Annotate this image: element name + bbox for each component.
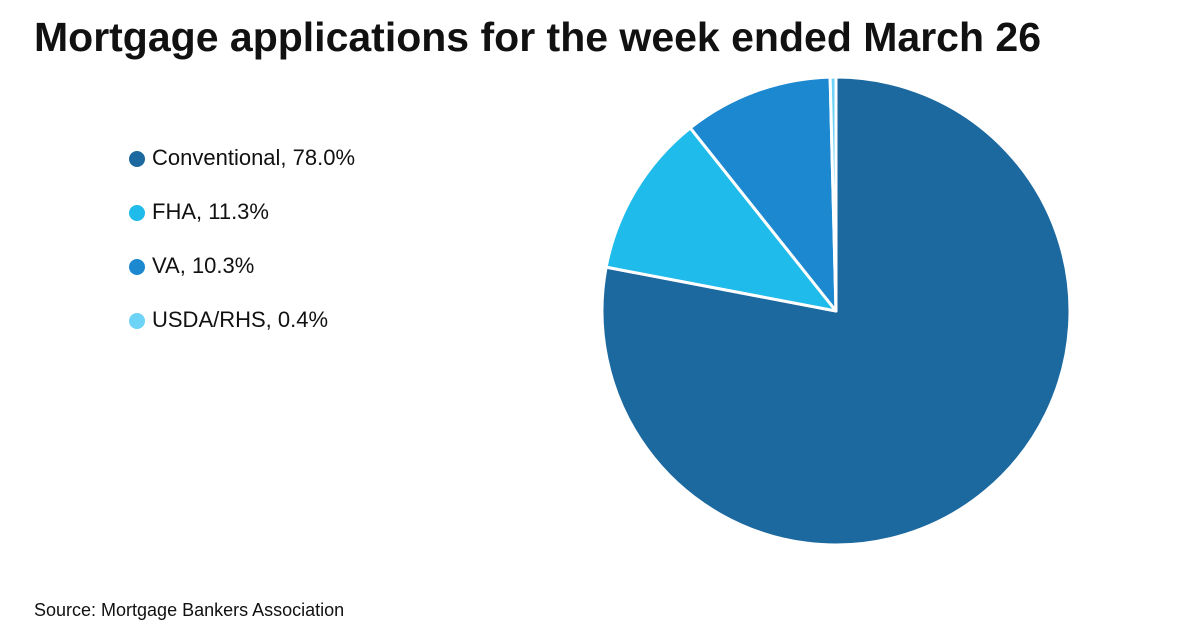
legend-label: VA, 10.3% bbox=[152, 253, 254, 278]
legend-swatch bbox=[129, 205, 145, 221]
legend-swatch bbox=[129, 151, 145, 167]
legend-swatch bbox=[129, 313, 145, 329]
pie-slice bbox=[604, 126, 838, 313]
pie-slice bbox=[828, 75, 838, 313]
legend-label: USDA/RHS, 0.4% bbox=[152, 307, 328, 332]
chart-title: Mortgage applications for the week ended… bbox=[34, 14, 1041, 60]
source-note: Source: Mortgage Bankers Association bbox=[34, 600, 344, 620]
legend-swatch bbox=[129, 259, 145, 275]
legend-label: FHA, 11.3% bbox=[152, 199, 269, 224]
pie-slice bbox=[688, 75, 838, 313]
legend-label: Conventional, 78.0% bbox=[152, 145, 355, 170]
